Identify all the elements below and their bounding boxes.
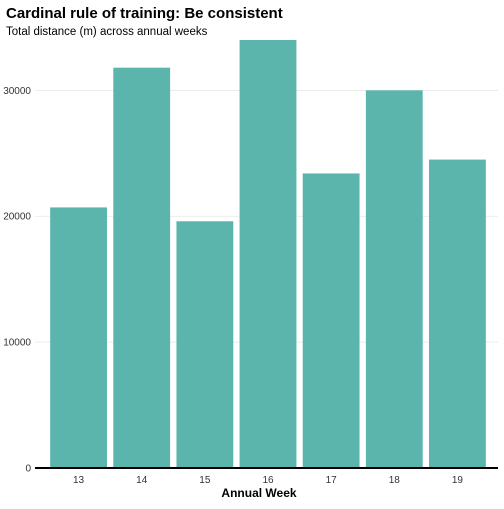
bar-week-13: [50, 207, 107, 468]
y-tick-label: 30000: [3, 86, 31, 97]
x-tick-label: 13: [73, 475, 85, 486]
bar-week-18: [365, 90, 423, 469]
x-tick-label: 19: [452, 475, 464, 486]
y-tick-label: 20000: [3, 212, 31, 223]
x-tick-label: 17: [326, 475, 338, 486]
y-axis-ticks: 0 10000 20000 30000: [3, 86, 31, 475]
bar-week-14: [113, 67, 171, 468]
bar-week-17: [302, 173, 360, 468]
bars: [50, 40, 486, 469]
x-tick-label: 18: [389, 475, 401, 486]
bar-week-16: [239, 40, 297, 468]
y-tick-label: 0: [25, 464, 31, 475]
y-tick-label: 10000: [3, 338, 31, 349]
chart-subtitle: Total distance (m) across annual weeks: [6, 26, 208, 38]
x-axis-ticks: 13 14 15 16 17 18 19: [73, 475, 463, 486]
x-tick-label: 15: [199, 475, 211, 486]
x-axis-title: Annual Week: [221, 486, 296, 500]
x-tick-label: 16: [262, 475, 274, 486]
bar-week-15: [176, 221, 234, 468]
bar-week-19: [429, 159, 486, 468]
chart-title: Cardinal rule of training: Be consistent: [6, 5, 283, 22]
x-tick-label: 14: [136, 475, 148, 486]
